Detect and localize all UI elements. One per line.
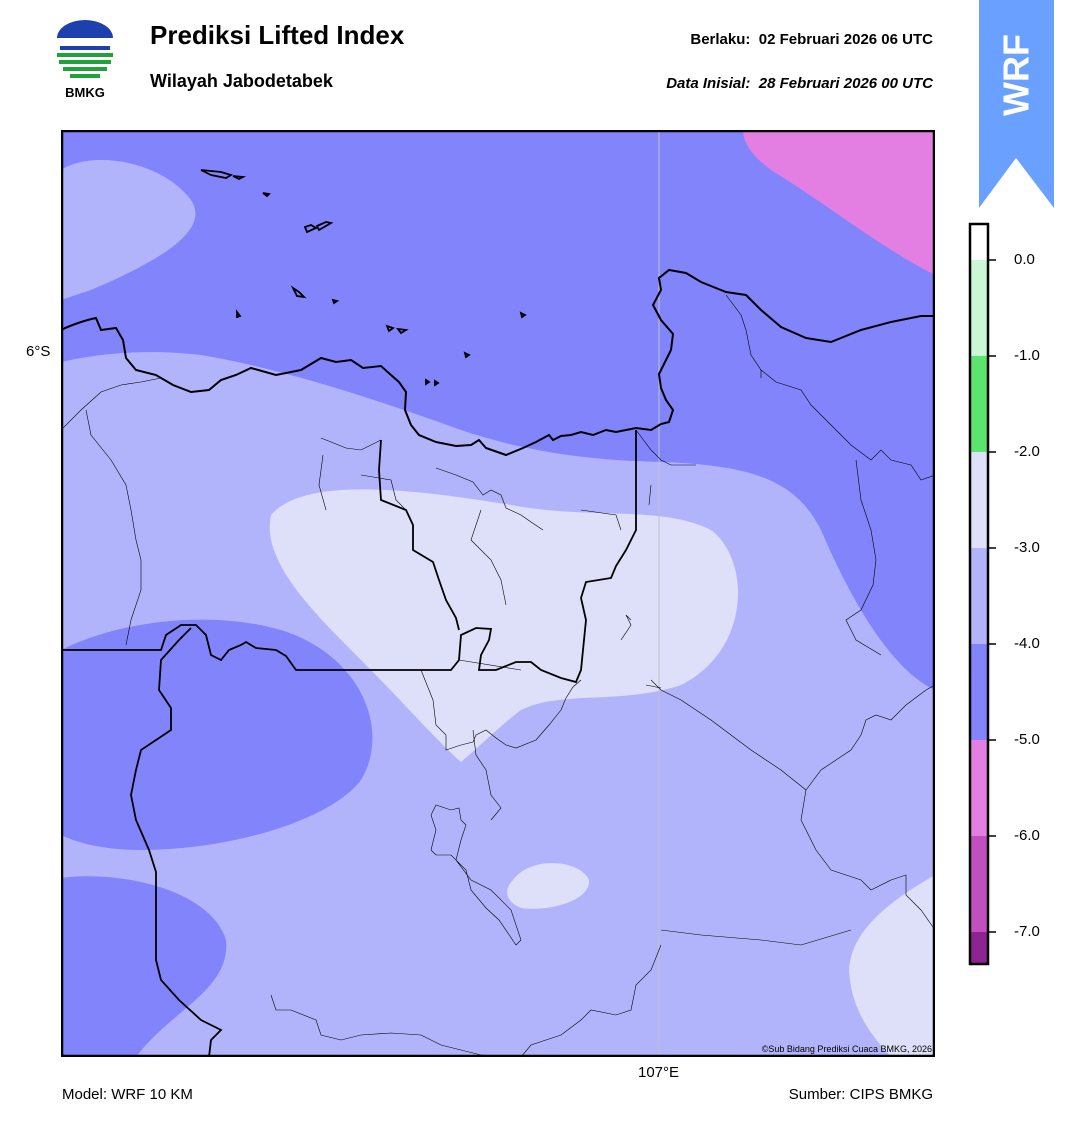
init-label: Data Inisial: [666,75,751,92]
island-9 [385,324,395,333]
coastline [61,268,935,457]
colorbar-segment [970,452,988,548]
colorbar-tick-label: -5.0 [1014,731,1040,748]
page-title: Prediksi Lifted Index [150,20,405,50]
island-8 [236,309,242,319]
island-2 [232,175,247,181]
colorbar-segment [970,644,988,740]
field-zone-southeast [849,875,935,1057]
init-value: 28 Februari 2026 00 UTC [758,75,933,92]
longitude-label: 107°E [638,1064,680,1081]
province-boundary-west [61,430,637,684]
wrf-badge-text: WRF [996,34,1037,116]
valid-time: Berlaku: 02 Februari 2026 06 UTC [690,31,933,48]
colorbar [968,222,996,966]
bmkg-logo [57,20,113,78]
map-credit: ©Sub Bidang Prediksi Cuaca BMKG, 2026 [761,1044,932,1054]
valid-value: 02 Februari 2026 06 UTC [758,31,933,48]
valid-label: Berlaku: [690,31,751,48]
model-label: Model: WRF 10 KM [62,1086,193,1103]
island-10 [396,327,409,335]
island-14 [434,379,440,387]
colorbar-segment [970,260,988,356]
colorbar-tick-label: -2.0 [1014,443,1040,460]
field-zone-northeast [743,130,935,275]
island-4 [303,224,318,234]
colorbar-segment [970,548,988,644]
island-1 [200,169,234,179]
field-zone-north [61,130,935,690]
island-13 [425,378,431,386]
field-zone-west [61,619,373,850]
logo-text: BMKG [65,85,105,100]
province-boundary-mid [378,439,460,631]
region-subtitle: Wilayah Jabodetabek [150,71,333,91]
lifted-index-map [61,130,935,1057]
colorbar-tick-label: -6.0 [1014,827,1040,844]
colorbar-top-segment [970,224,988,260]
colorbar-segment [970,356,988,452]
island-5 [315,221,334,232]
field-zone-south [507,863,590,909]
colorbar-tick-label: -1.0 [1014,347,1040,364]
field-zone-northwest [61,160,196,300]
island-11 [519,311,527,319]
colorbar-tick-label: -7.0 [1014,923,1040,940]
colorbar-tick-label: -4.0 [1014,635,1040,652]
wrf-badge: WRF [979,0,1054,208]
island-6 [290,285,307,299]
colorbar-tick-label: 0.0 [1014,251,1035,268]
colorbar-segment [970,932,988,964]
init-time: Data Inisial: 28 Februari 2026 00 UTC [666,75,933,92]
regency-boundaries [61,294,935,1057]
source-label: Sumber: CIPS BMKG [788,1086,933,1103]
colorbar-segment [970,836,988,932]
colorbar-segment [970,740,988,836]
province-boundary-banten [130,627,223,1057]
latitude-label: 6°S [26,343,51,360]
colorbar-tick-label: -3.0 [1014,539,1040,556]
field-zone-southwest [61,876,227,1057]
island-12 [463,351,471,359]
island-3 [262,192,271,198]
island-7 [331,298,340,305]
